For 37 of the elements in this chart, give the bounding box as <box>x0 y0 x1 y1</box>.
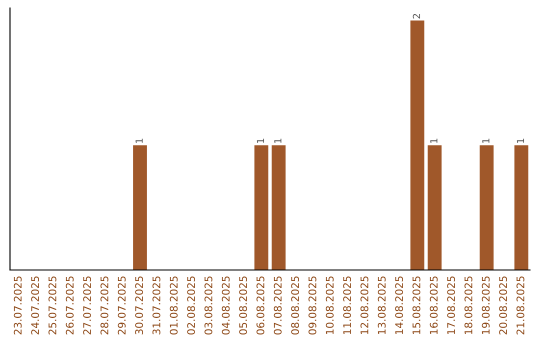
data-label: 1 <box>256 138 264 143</box>
x-tick-label: 14.08.2025 <box>395 276 404 334</box>
x-tick-label: 30.07.2025 <box>135 276 144 334</box>
data-label: 1 <box>430 138 438 143</box>
x-tick-label: 05.08.2025 <box>239 276 248 335</box>
x-tick-label: 04.08.2025 <box>222 276 230 335</box>
data-label: 1 <box>136 138 143 143</box>
x-tick-label: 17.08.2025 <box>447 276 456 334</box>
x-tick-label: 16.08.2025 <box>430 276 438 334</box>
data-label: 2 <box>412 14 420 19</box>
x-tick-label: 21.08.2025 <box>516 276 524 334</box>
x-tick-label: 25.07.2025 <box>48 276 56 334</box>
x-tick-label: 01.08.2025 <box>170 276 178 335</box>
data-label: 1 <box>516 138 524 143</box>
x-tick-label: 23.07.2025 <box>14 276 22 334</box>
x-tick-label: 29.07.2025 <box>118 276 126 334</box>
x-tick-label: 03.08.2025 <box>204 276 212 335</box>
x-tick-label: 13.08.2025 <box>378 276 386 334</box>
x-tick-label: 26.07.2025 <box>66 276 74 334</box>
x-tick-label: 28.07.2025 <box>100 276 108 334</box>
x-tick-label: 27.07.2025 <box>83 276 92 334</box>
x-tick-label: 07.08.2025 <box>274 276 282 335</box>
x-tick-label: 06.08.2025 <box>256 276 264 335</box>
x-tick-label: 24.07.2025 <box>31 276 40 334</box>
x-tick-label: 15.08.2025 <box>412 276 420 334</box>
data-label: 1 <box>274 138 282 143</box>
x-tick-label: 19.08.2025 <box>482 276 490 334</box>
x-tick-label: 18.08.2025 <box>464 276 472 334</box>
x-tick-label: 08.08.2025 <box>291 276 300 335</box>
x-tick-label: 09.08.2025 <box>308 276 316 335</box>
x-tick-label: 02.08.2025 <box>187 276 196 335</box>
x-tick-label: 11.08.2025 <box>343 276 352 334</box>
data-label: 1 <box>482 138 490 143</box>
x-tick-label: 20.08.2025 <box>499 276 508 334</box>
x-tick-label: 12.08.2025 <box>360 276 368 334</box>
x-tick-label: 10.08.2025 <box>326 276 334 334</box>
x-tick-label: 31.07.2025 <box>152 276 160 334</box>
